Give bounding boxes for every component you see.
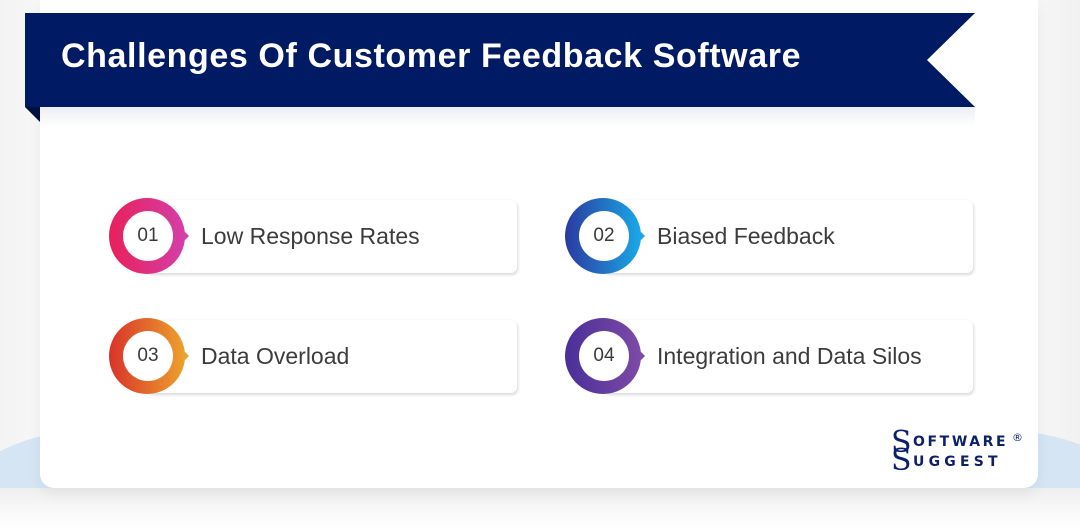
challenge-label: Biased Feedback [657, 223, 835, 249]
challenge-item-1: 01 Low Response Rates [109, 197, 519, 275]
banner-shadow [40, 107, 975, 127]
softwaresuggest-logo: S S OFTWARE UGGEST ® [891, 428, 1031, 478]
challenge-number: 03 [137, 345, 159, 366]
challenge-number: 01 [137, 225, 159, 246]
title-banner: Challenges Of Customer Feedback Software [25, 13, 975, 122]
challenge-box [147, 320, 517, 393]
logo-top-text: OFTWARE [913, 434, 1009, 450]
challenge-item-3: 03 Data Overload [109, 317, 519, 395]
number-ring-icon: 03 [109, 317, 189, 395]
challenge-item-2: 02 Biased Feedback [565, 197, 975, 275]
challenge-box [147, 200, 517, 273]
number-ring-icon: 02 [565, 197, 645, 275]
logo-initial-top: S [891, 425, 912, 460]
logo-bottom-text: UGGEST [913, 454, 1002, 470]
number-ring-icon: 04 [565, 317, 645, 395]
challenge-number: 02 [593, 225, 615, 246]
challenge-number: 04 [593, 345, 615, 366]
challenge-label: Data Overload [201, 343, 350, 369]
ribbon-shape [25, 13, 975, 122]
challenge-label: Integration and Data Silos [657, 343, 922, 369]
challenge-box [603, 200, 973, 273]
challenge-item-4: 04 Integration and Data Silos [565, 317, 975, 395]
registered-mark-icon: ® [1012, 431, 1023, 444]
background-bottom-strip [0, 488, 1080, 529]
number-ring-icon: 01 [109, 197, 189, 275]
challenge-box [603, 320, 973, 393]
challenge-label: Low Response Rates [201, 223, 420, 249]
page-title: Challenges Of Customer Feedback Software [61, 37, 802, 75]
logo-initial-bottom: S [891, 443, 912, 478]
